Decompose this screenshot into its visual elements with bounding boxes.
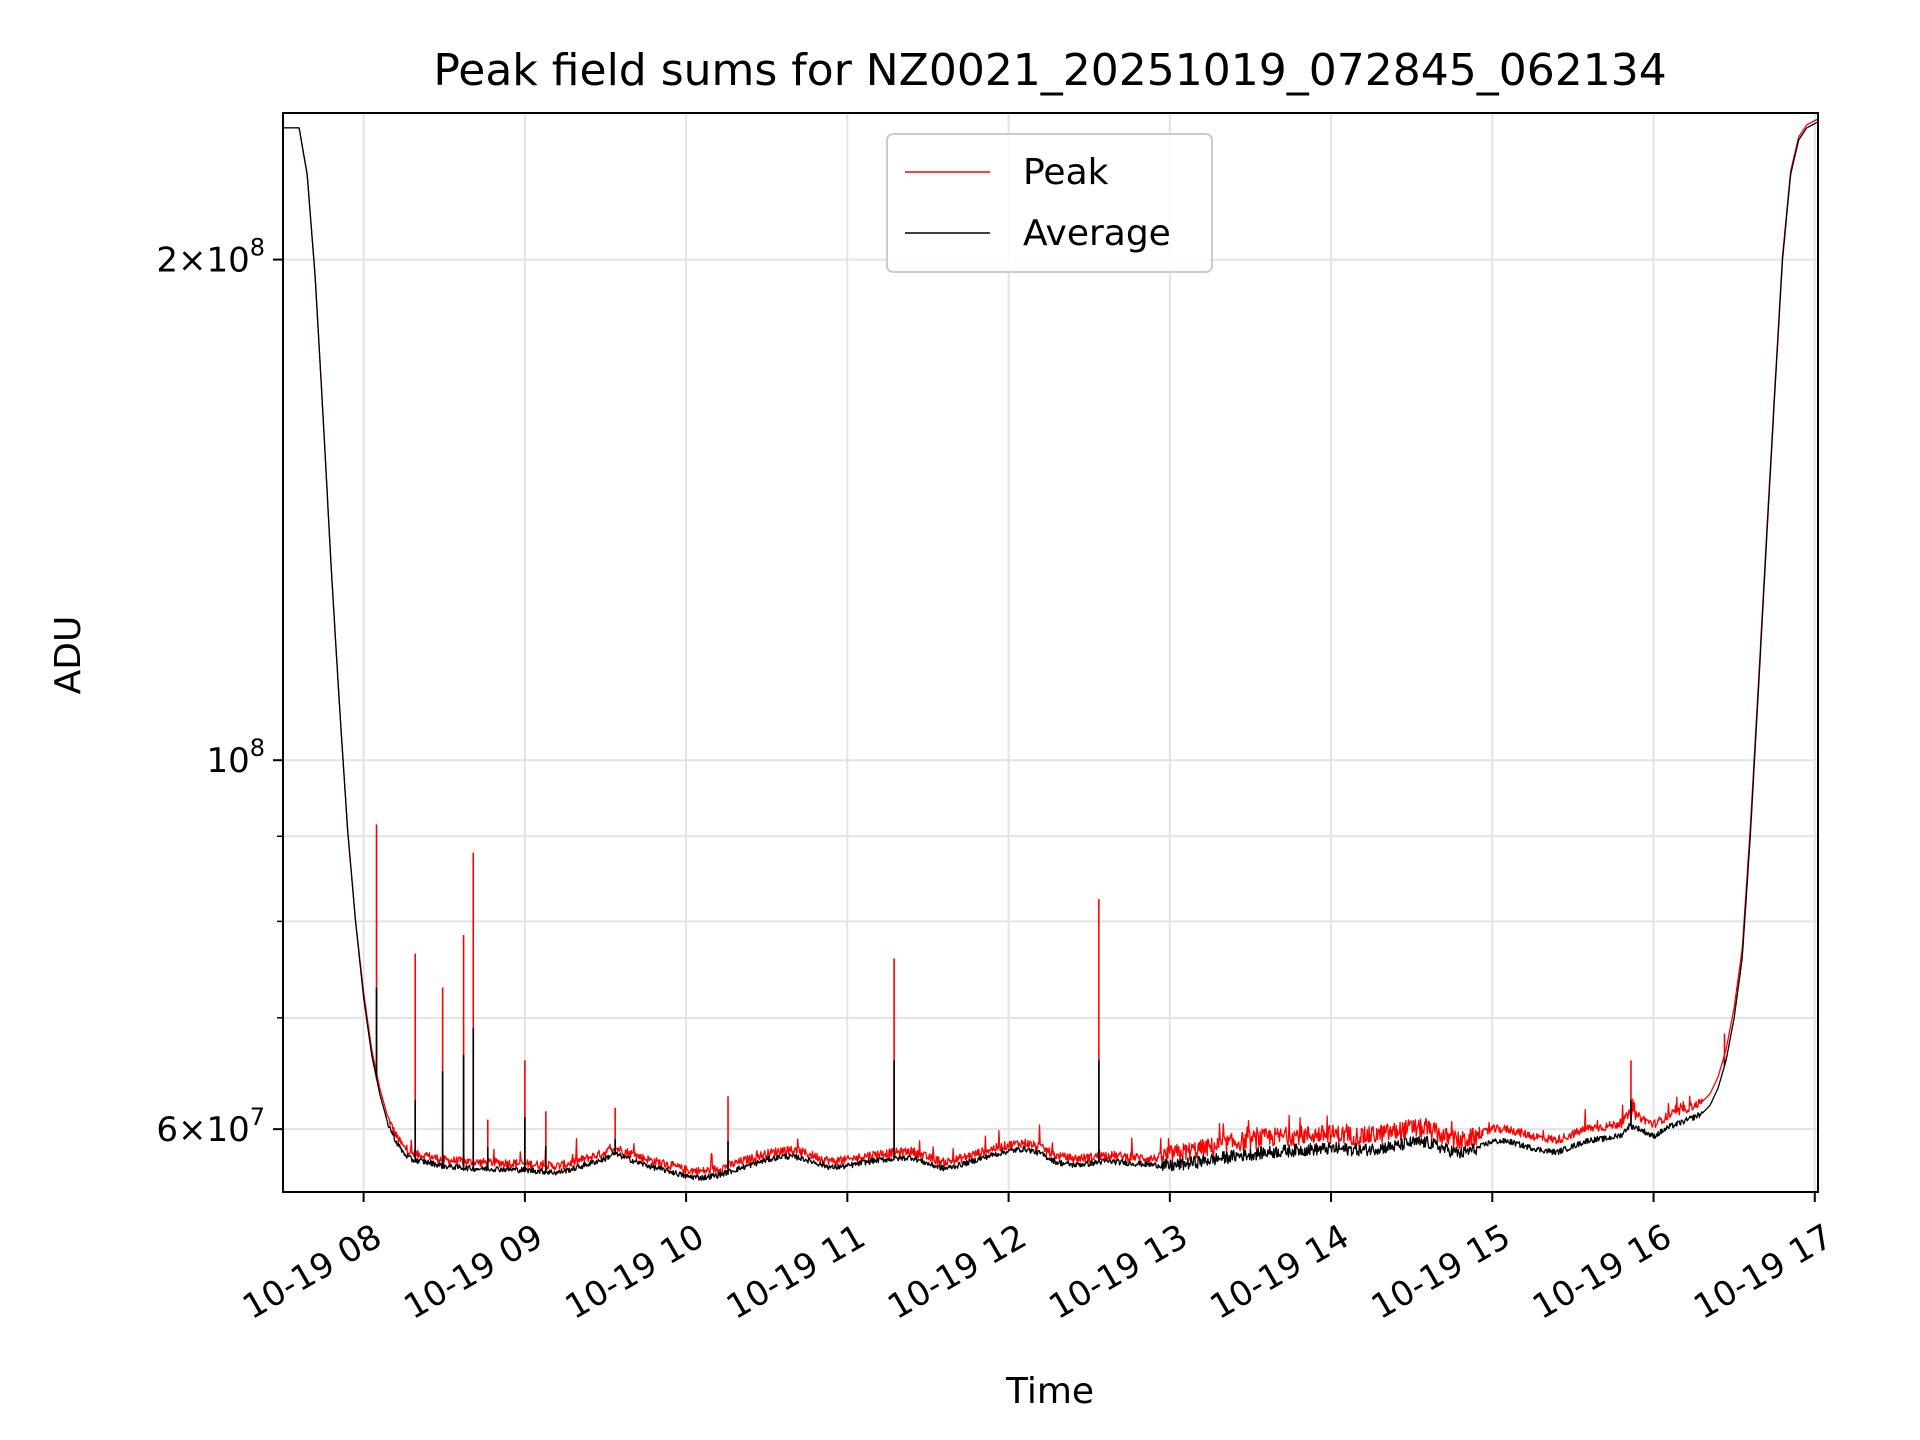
y-tick-exponent: 8 [250,234,265,262]
legend-box [886,133,1213,273]
legend-label-average: Average [1023,213,1171,254]
x-axis-label: Time [1005,1371,1094,1412]
data-series [282,118,1819,1181]
average-series-line [282,121,1819,1181]
axis-ticks [273,258,1816,1202]
plot-frame [282,112,1819,1193]
y-tick-base: 10 [206,741,249,781]
y-tick-mantissa: 2×10 [156,241,249,281]
y-tick-exponent: 7 [250,1103,265,1131]
y-tick-label: 2×108 [156,234,265,281]
y-tick-label: 108 [206,734,265,781]
legend: Peak Average [886,133,1213,273]
y-tick-mantissa: 6×10 [156,1110,249,1150]
peak-series-line [282,118,1819,1176]
y-tick-exponent: 8 [250,734,265,762]
y-axis-label: ADU [48,616,89,695]
chart-title: Peak field sums for NZ0021_20251019_0728… [433,45,1666,96]
legend-label-peak: Peak [1023,152,1109,193]
grid-lines [283,113,1818,1192]
y-tick-label: 6×107 [156,1103,265,1150]
